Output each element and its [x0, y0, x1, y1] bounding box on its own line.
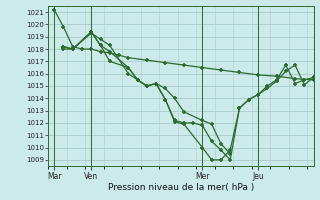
X-axis label: Pression niveau de la mer( hPa ): Pression niveau de la mer( hPa ) [108, 183, 254, 192]
